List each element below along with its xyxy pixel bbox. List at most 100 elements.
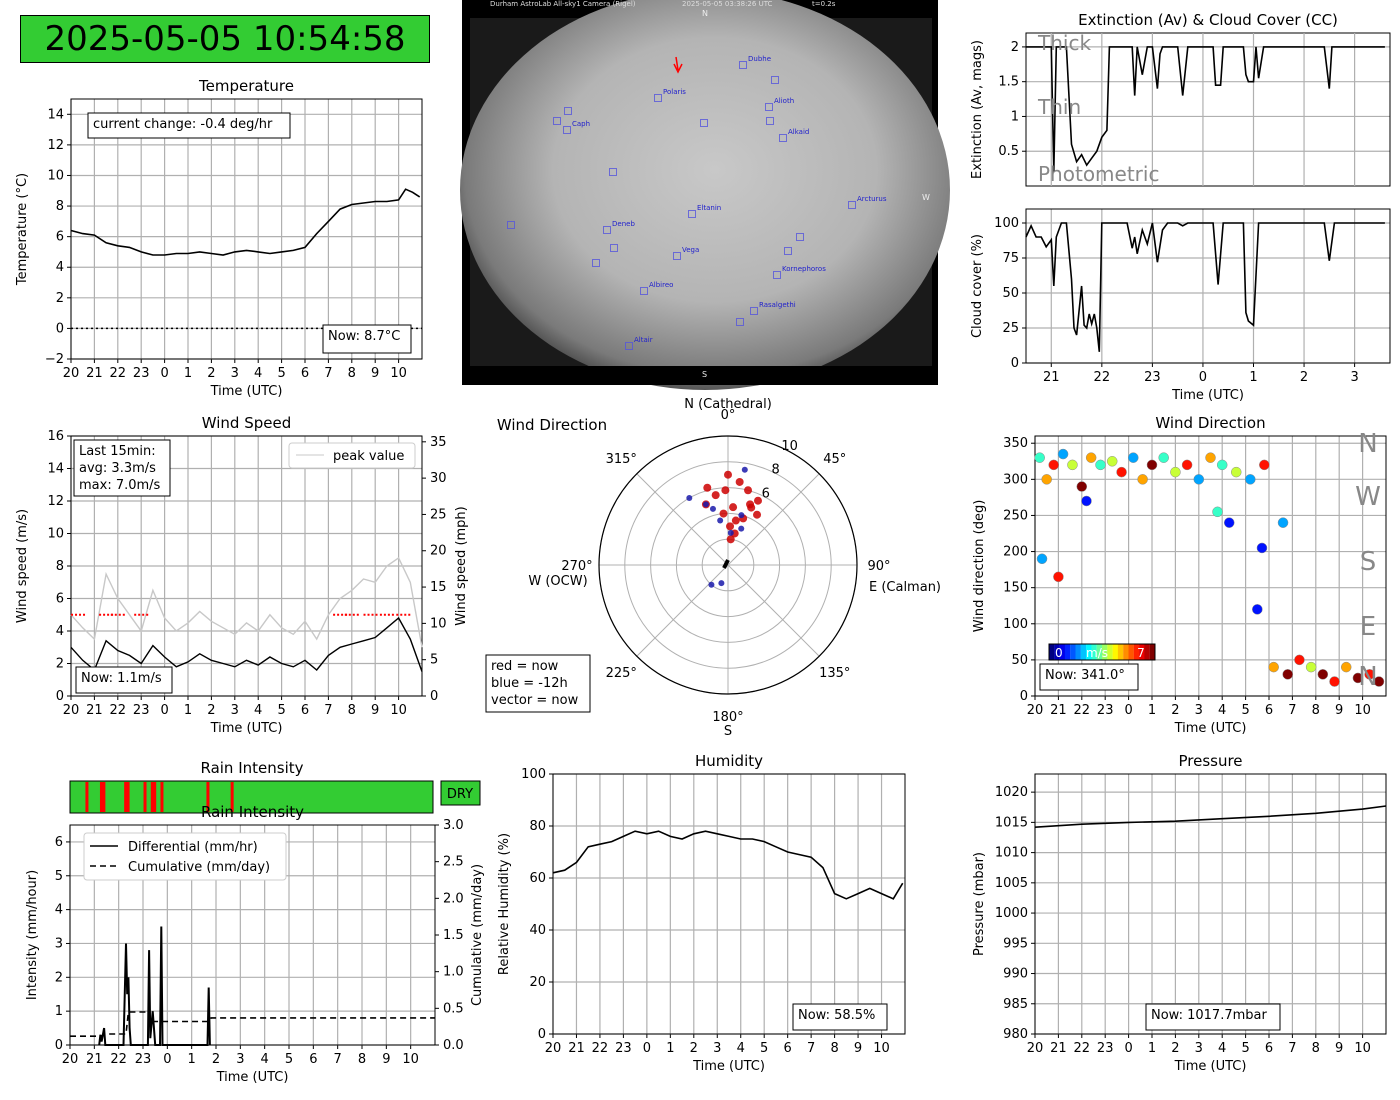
y-tick-label: 100: [994, 216, 1019, 231]
x-tick-label: 10: [1354, 1041, 1371, 1056]
y-tick-label: 6: [56, 230, 64, 245]
compass-label: N: [1358, 662, 1377, 692]
x-axis-label: Time (UTC): [216, 1070, 289, 1085]
y-tick-label: 1: [55, 1004, 63, 1019]
radial-tick-label: 10: [781, 439, 798, 454]
y-axis-label: Temperature (°C): [15, 173, 30, 286]
wind-direction-point: [1230, 466, 1242, 478]
chart-wind_direction: 20 21 22 23 0 1 2 3 4 5 6 7 8 9 1005010015020025030035…: [972, 414, 1387, 736]
y-axis-label: Cloud cover (%): [970, 234, 985, 338]
star-marker: [700, 119, 708, 127]
star-marker: [610, 244, 618, 252]
y2-axis-label: Wind speed (mph): [454, 506, 469, 626]
wind-rose-point: [703, 483, 712, 492]
y-tick-label: 1015: [995, 815, 1028, 830]
wind-rose-legend-text: blue = -12h: [491, 676, 568, 691]
y-tick-label: 0: [56, 689, 64, 704]
star-label: Eltanin: [697, 204, 721, 212]
wind-direction-point: [1373, 676, 1385, 687]
x-tick-label: 0: [160, 366, 168, 381]
wind-direction-point: [1146, 459, 1158, 471]
sky-west-label: W: [922, 193, 930, 202]
plot-frame: [70, 435, 423, 697]
y-tick-label: 12: [47, 494, 64, 509]
y2-tick-label: 1.0: [443, 965, 464, 980]
x-tick-label: 9: [382, 1052, 390, 1067]
rain-legend: Differential (mm/hr) Cumulative (mm/day): [83, 832, 287, 881]
x-tick-label: 22: [1074, 1041, 1091, 1056]
wind-direction-now-label: Now: 341.0°: [1039, 663, 1139, 691]
wind-rose-point: [724, 470, 732, 479]
wind-direction-point: [1116, 466, 1127, 478]
y-tick-label: 4: [56, 624, 64, 639]
star-label: Dubhe: [748, 55, 771, 63]
y-tick-label: 80: [529, 819, 546, 834]
y-axis-label: Wind direction (deg): [972, 500, 987, 633]
x-tick-label: 6: [784, 1041, 792, 1056]
series-line: [1034, 805, 1387, 828]
wind-direction-point: [1081, 495, 1092, 507]
wind-speed-legend: peak value: [288, 442, 416, 469]
angle-tick-label: 270°: [561, 559, 592, 574]
x-tick-label: 23: [615, 1041, 632, 1056]
x-tick-label: 21: [1050, 703, 1067, 718]
y-tick-label: 2: [55, 970, 63, 985]
colorbar-max: 7: [1137, 646, 1145, 660]
sky-exposure: t=0.2s: [812, 0, 836, 8]
x-tick-label: 20: [63, 366, 80, 381]
wind-direction-point: [1106, 456, 1118, 467]
x-tick-label: 4: [254, 703, 262, 718]
y2-tick-label: 0.5: [443, 1001, 464, 1016]
chart-temperature: 20 21 22 23 0 1 2 3 4 5 6 7 8 9 10−202468101214Tempera…: [15, 77, 423, 399]
x-tick-label: 3: [1350, 370, 1358, 385]
rain-status-bar: Rain Intensity DRY: [69, 759, 481, 814]
y-tick-label: 990: [1003, 967, 1028, 982]
x-tick-label: 7: [807, 1041, 815, 1056]
chart-title: Wind Direction: [497, 416, 607, 434]
y-tick-label: 25: [1002, 321, 1019, 336]
x-tick-label: 6: [1265, 1041, 1273, 1056]
series-line: [552, 830, 904, 900]
x-tick-label: 6: [301, 703, 309, 718]
extinction-band-label: Photometric: [1038, 162, 1159, 186]
star-marker: [688, 210, 696, 218]
wind-direction-point: [1053, 571, 1064, 583]
x-tick-label: 3: [713, 1041, 721, 1056]
x-tick-label: 1: [184, 366, 192, 381]
y2-tick-label: 2.0: [443, 891, 464, 906]
x-tick-label: 8: [358, 1052, 366, 1067]
x-tick-label: 3: [1195, 703, 1203, 718]
wind-rose-point: [721, 486, 730, 495]
x-tick-label: 10: [873, 1041, 890, 1056]
y-tick-label: 8: [56, 559, 64, 574]
rain-event-mark: [85, 782, 89, 812]
x-tick-label: 2: [207, 703, 215, 718]
x-tick-label: 20: [545, 1041, 562, 1056]
wind-speed-now-label-text: Now: 1.1m/s: [81, 671, 162, 686]
x-tick-label: 2: [1300, 370, 1308, 385]
wind-direction-point: [1256, 542, 1268, 554]
star-marker: [507, 221, 515, 229]
y2-tick-label: 25: [430, 507, 447, 522]
x-tick-label: 9: [854, 1041, 862, 1056]
rain-differential-line: [98, 926, 211, 1046]
angle-tick-label: 45°: [823, 452, 846, 467]
star-marker: [771, 76, 779, 84]
x-axis-label: Time (UTC): [692, 1059, 765, 1074]
rain-event-mark: [102, 782, 106, 812]
x-tick-label: 7: [1288, 1041, 1296, 1056]
y-tick-label: 4: [56, 260, 64, 275]
chart-title: Extinction (Av) & Cloud Cover (CC): [1078, 11, 1338, 29]
radial-tick-label: 6: [762, 486, 770, 501]
wind-rose-point: [718, 580, 725, 587]
x-tick-label: 8: [830, 1041, 838, 1056]
angle-tick-label: 315°: [606, 452, 637, 467]
y-tick-label: 0: [538, 1027, 546, 1042]
x-tick-label: 21: [86, 703, 103, 718]
x-tick-label: 6: [301, 366, 309, 381]
x-tick-label: 20: [1027, 1041, 1044, 1056]
star-marker: [553, 117, 561, 125]
y-tick-label: 10: [47, 168, 64, 183]
